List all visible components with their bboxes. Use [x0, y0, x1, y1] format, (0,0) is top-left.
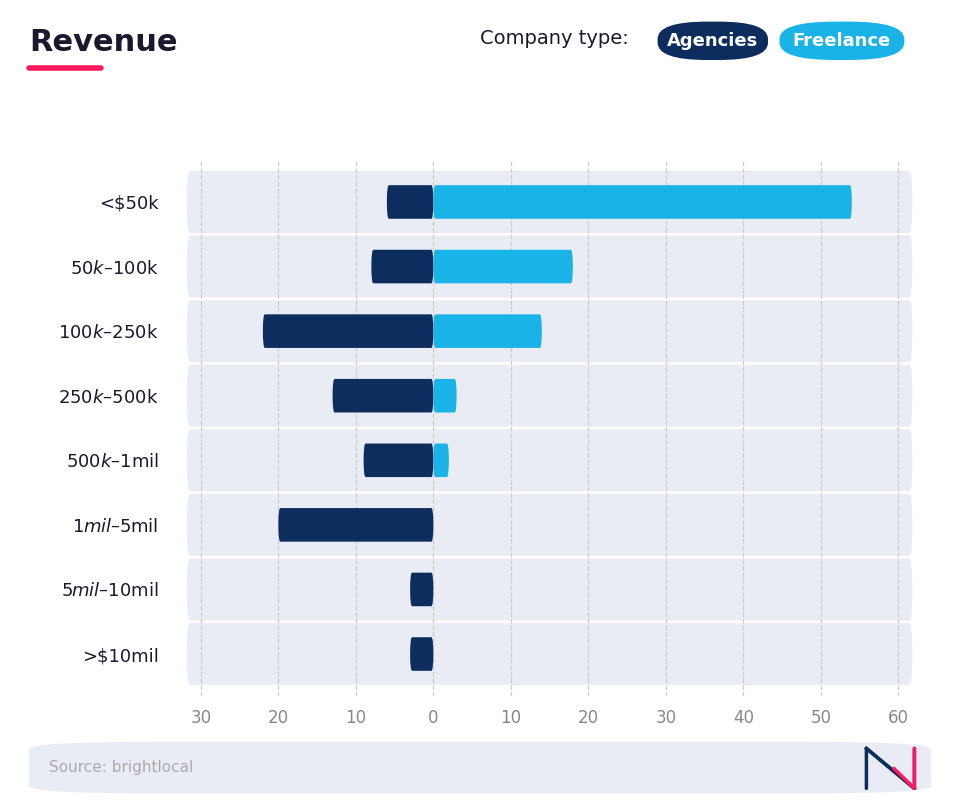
FancyBboxPatch shape: [263, 314, 433, 348]
FancyBboxPatch shape: [433, 314, 541, 348]
FancyBboxPatch shape: [187, 365, 912, 426]
FancyBboxPatch shape: [187, 623, 912, 685]
FancyBboxPatch shape: [29, 742, 931, 794]
FancyBboxPatch shape: [433, 443, 449, 477]
FancyBboxPatch shape: [187, 558, 912, 621]
FancyBboxPatch shape: [387, 185, 433, 218]
Text: Freelance: Freelance: [793, 32, 891, 50]
Text: Company type:: Company type:: [480, 29, 629, 48]
FancyBboxPatch shape: [187, 494, 912, 556]
Text: Agencies: Agencies: [667, 32, 758, 50]
X-axis label: Percentage (%): Percentage (%): [459, 746, 640, 766]
FancyBboxPatch shape: [372, 250, 433, 283]
FancyBboxPatch shape: [364, 443, 433, 477]
FancyBboxPatch shape: [433, 250, 573, 283]
FancyBboxPatch shape: [658, 22, 768, 60]
FancyBboxPatch shape: [187, 430, 912, 491]
FancyBboxPatch shape: [187, 300, 912, 362]
FancyBboxPatch shape: [433, 185, 852, 218]
Text: Revenue: Revenue: [29, 28, 178, 57]
FancyBboxPatch shape: [187, 235, 912, 298]
FancyBboxPatch shape: [187, 171, 912, 233]
FancyBboxPatch shape: [433, 379, 457, 413]
FancyBboxPatch shape: [780, 22, 904, 60]
FancyBboxPatch shape: [410, 638, 433, 671]
FancyBboxPatch shape: [332, 379, 433, 413]
FancyBboxPatch shape: [410, 573, 433, 606]
Text: Source: brightlocal: Source: brightlocal: [49, 760, 193, 775]
FancyBboxPatch shape: [278, 508, 433, 542]
